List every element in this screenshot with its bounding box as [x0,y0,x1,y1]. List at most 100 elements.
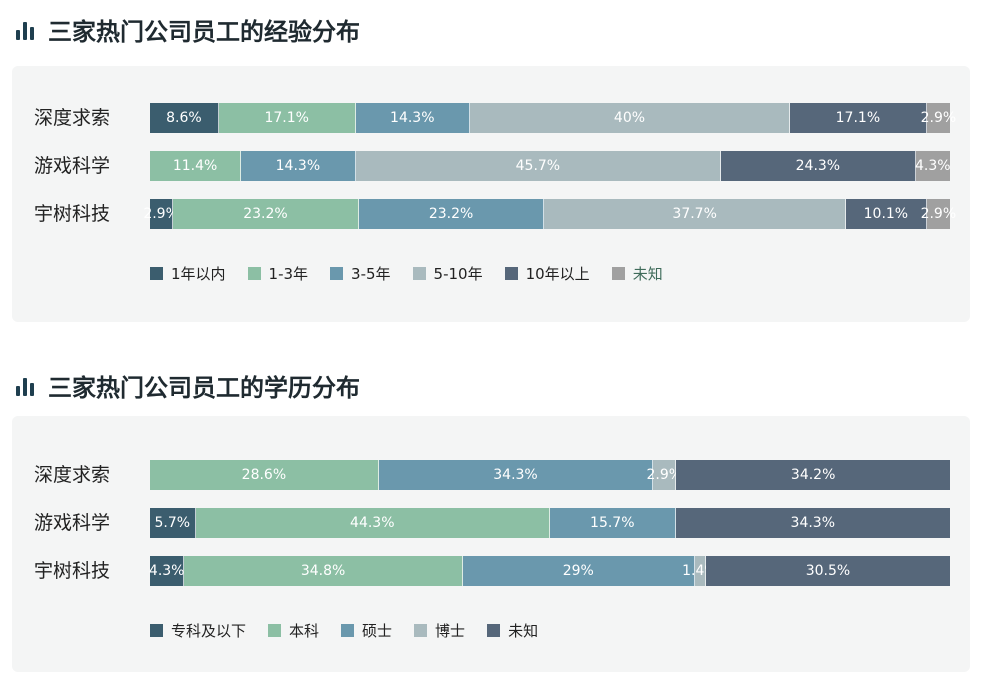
data-label: 4.3% [914,158,951,174]
category-label: 游戏科学 [34,155,111,177]
bar-segment: 2.9% [647,460,682,490]
legend-label: 未知 [632,265,663,283]
bar-segment: 17.1% [789,103,927,133]
legend-label: 未知 [508,622,539,640]
data-label: 29% [562,563,594,579]
bar-segment: 14.3% [241,151,356,181]
legend-item: 10年以上 [504,263,590,284]
bar-chart-icon [16,20,34,40]
data-label: 2.9% [143,206,179,222]
bar-segment: 44.3% [195,508,550,538]
category-label: 深度求索 [34,107,111,129]
chart-title-text: 三家热门公司员工的学历分布 [48,374,360,402]
bar-segment: 23.2% [173,199,359,229]
legend-swatch [150,624,163,637]
legend-label: 硕士 [362,622,393,640]
stacked-bar: 8.6% 17.1% 14.3% 40% 17.1% 2.9% [150,103,956,133]
data-label: 34.3% [493,467,538,483]
legend: 专科及以下 本科 硕士 博士 未知 [150,620,560,641]
bar-segment: 24.3% [721,151,916,181]
data-label: 44.3% [350,515,395,531]
legend-label: 10年以上 [525,265,590,283]
data-label: 34.8% [300,563,346,579]
chart-title-text: 三家热门公司员工的经验分布 [48,18,360,46]
bar-segment: 2.9% [921,103,956,133]
legend-swatch [487,624,501,637]
data-label: 2.9% [646,467,683,483]
data-label: 8.6% [166,110,202,126]
bar-segment: 45.7% [355,151,722,181]
data-label: 23.2% [428,206,474,222]
category-label: 宇树科技 [34,560,111,582]
stacked-bar: 4.3% 34.8% 29% 1.4% 30.5% [148,556,950,586]
legend-swatch [412,267,426,280]
bar-segment: 10.1% [845,199,927,229]
bar-segment: 34.3% [378,460,654,490]
data-label: 2.9% [920,206,957,222]
data-label: 17.1% [264,110,309,126]
data-label: 40% [613,110,646,126]
bar-segment: 4.3% [914,151,951,181]
bar-segment: 2.9% [921,199,956,229]
legend-swatch [341,624,355,637]
data-label: 11.4% [172,158,218,174]
bar-segment: 1.4% [682,556,718,586]
legend-label: 1年以内 [171,265,226,283]
legend-label: 3-5年 [351,265,391,283]
legend-swatch [247,267,261,280]
legend-label: 1-3年 [268,265,309,283]
data-label: 45.7% [515,158,561,174]
bar-segment: 5.7% [150,508,196,538]
bar-segment: 34.2% [676,460,950,490]
data-label: 15.7% [590,515,635,531]
bar-segment: 29% [462,556,695,586]
legend-label: 5-10年 [433,265,483,283]
legend-item: 未知 [611,263,663,284]
legend-item: 本科 [268,620,319,641]
chart-title-education: 三家热门公司员工的学历分布 [16,368,360,403]
bar-segment: 14.3% [355,103,470,133]
legend-item: 硕士 [341,620,392,641]
bar-segment: 28.6% [150,460,379,490]
category-label: 宇树科技 [34,203,111,225]
data-label: 34.2% [790,467,836,483]
bar-segment: 23.2% [358,199,545,229]
bar-segment: 2.9% [143,199,179,229]
data-label: 28.6% [241,467,287,483]
bar-segment: 34.8% [184,556,463,586]
data-label: 24.3% [795,158,841,174]
data-label: 23.2% [243,206,288,222]
legend-item: 1-3年 [247,263,309,284]
data-label: 34.3% [790,515,836,531]
data-label: 30.5% [805,563,851,579]
stacked-bar: 28.6% 34.3% 2.9% 34.2% [150,460,950,490]
data-label: 2.9% [920,110,957,126]
legend-label: 本科 [289,622,320,640]
bar-segment: 4.3% [148,556,185,586]
bar-segment: 30.5% [705,556,950,586]
legend-label: 博士 [435,622,466,640]
data-label: 37.7% [672,206,717,222]
data-label: 5.7% [154,515,191,531]
stacked-bar: 2.9% 23.2% 23.2% 37.7% 10.1% 2.9% [143,199,956,229]
bar-segment: 34.3% [675,508,950,538]
legend-item: 1年以内 [150,263,226,284]
bar-segment: 11.4% [150,151,242,181]
legend-item: 专科及以下 [150,620,246,641]
legend: 1年以内 1-3年 3-5年 5-10年 10年以上 未知 [150,263,685,284]
legend-item: 未知 [487,620,538,641]
legend-item: 5-10年 [412,263,483,284]
legend-label: 专科及以下 [171,622,247,640]
data-label: 17.1% [835,110,881,126]
legend-swatch [414,624,428,637]
data-label: 14.3% [390,110,435,126]
bar-segment: 8.6% [150,103,219,133]
legend-item: 3-5年 [330,263,391,284]
legend-swatch [268,624,282,637]
legend-swatch [611,267,625,280]
bar-segment: 37.7% [544,199,846,229]
data-label: 4.3% [148,563,185,579]
stacked-bar: 5.7% 44.3% 15.7% 34.3% [150,508,950,538]
bar-chart-icon [16,376,34,396]
stacked-bar: 11.4% 14.3% 45.7% 24.3% 4.3% [150,151,951,181]
